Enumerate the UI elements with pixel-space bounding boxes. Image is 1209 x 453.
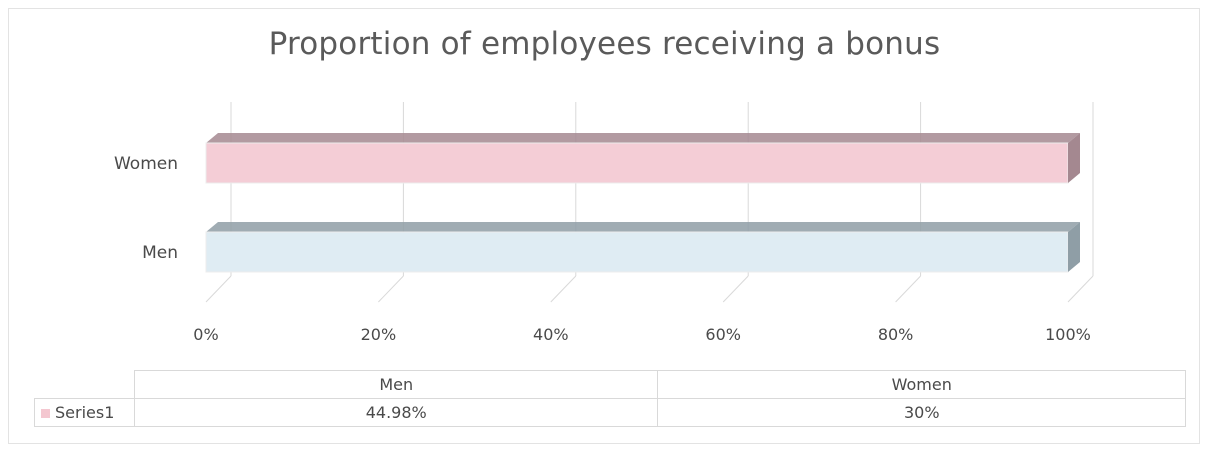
y-category-label: Women <box>114 154 178 174</box>
legend-swatch <box>41 409 50 418</box>
x-tick-label: 20% <box>361 325 397 344</box>
data-table-header-men: Men <box>133 370 659 399</box>
floor-gridline <box>1067 275 1094 303</box>
x-tick-label: 0% <box>193 325 218 344</box>
bar-top-women <box>206 133 1080 143</box>
bar-men <box>205 231 1069 273</box>
data-table-header-row: Men Women <box>133 370 1186 399</box>
floor-gridline <box>550 275 577 303</box>
data-table-row: Series1 44.98% 30% <box>34 398 1186 427</box>
data-table-cell-women: 30% <box>657 398 1186 427</box>
data-table: Men Women <box>133 370 1186 399</box>
data-table-header-women: Women <box>657 370 1186 399</box>
x-tick-label: 60% <box>705 325 741 344</box>
x-tick-label: 80% <box>878 325 914 344</box>
floor-gridline <box>205 275 232 303</box>
legend-entry-series1: Series1 <box>34 398 135 427</box>
data-table-cell-men: 44.98% <box>133 398 659 427</box>
y-category-label: Men <box>142 243 178 263</box>
x-tick-label: 40% <box>533 325 569 344</box>
floor-gridline <box>722 275 749 303</box>
floor-gridline <box>895 275 921 303</box>
floor-gridline <box>378 275 404 303</box>
x-tick-label: 100% <box>1045 325 1091 344</box>
data-table-series-row-wrap: Series1 44.98% 30% <box>34 398 1186 427</box>
bar-women <box>205 142 1069 184</box>
legend-label: Series1 <box>55 403 115 422</box>
bar-top-men <box>206 222 1080 232</box>
chart-title: Proportion of employees receiving a bonu… <box>268 26 941 62</box>
bar-end-women <box>1068 133 1080 183</box>
bar-end-men <box>1068 222 1080 272</box>
